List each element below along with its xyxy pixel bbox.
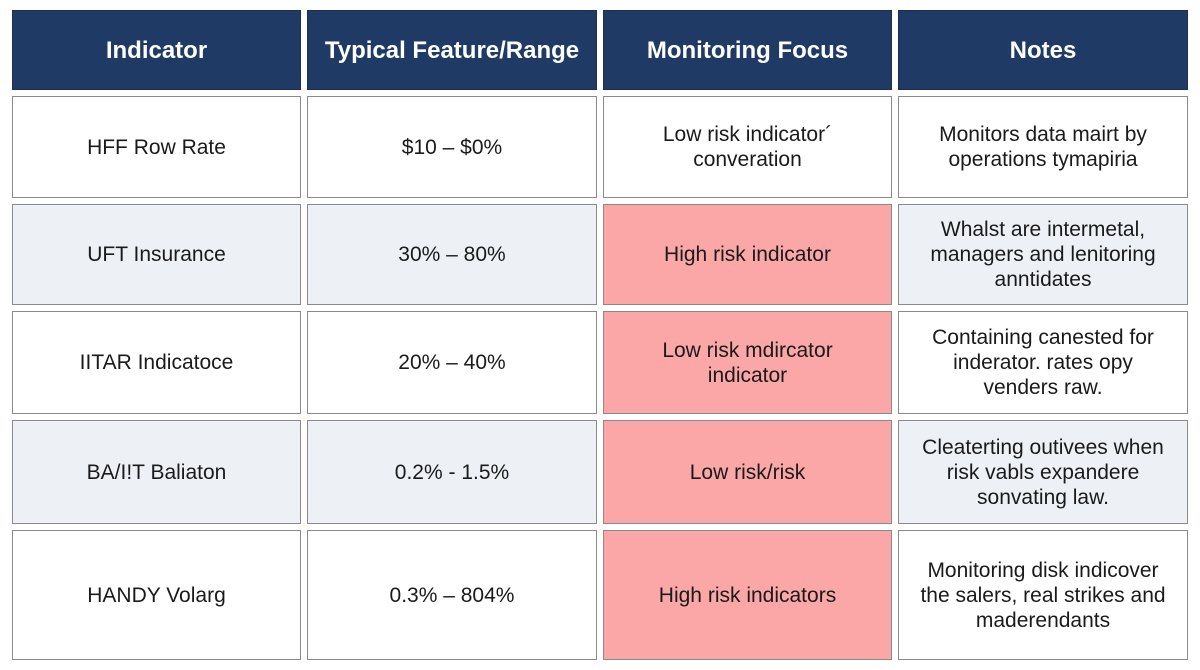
row-2-indicator: UFT Insurance — [12, 204, 301, 305]
row-1-focus: Low risk indicator´ converation — [603, 96, 892, 198]
row-5-notes: Monitoring disk indicover the salers, re… — [898, 530, 1188, 660]
header-typical-range: Typical Feature/Range — [307, 10, 597, 90]
row-5-indicator: HANDY Volarg — [12, 530, 301, 660]
row-2-focus: High risk indicator — [603, 204, 892, 305]
row-1-notes: Monitors data mairt by operations tymapi… — [898, 96, 1188, 198]
header-notes: Notes — [898, 10, 1188, 90]
header-indicator: Indicator — [12, 10, 301, 90]
row-2-range: 30% – 80% — [307, 204, 597, 305]
row-5-range: 0.3% – 804% — [307, 530, 597, 660]
row-3-focus: Low risk mdircator indicator — [603, 311, 892, 414]
row-1-indicator: HFF Row Rate — [12, 96, 301, 198]
row-4-indicator: BA/I!T Baliaton — [12, 420, 301, 524]
header-monitoring-focus: Monitoring Focus — [603, 10, 892, 90]
row-4-range: 0.2% - 1.5% — [307, 420, 597, 524]
row-3-range: 20% – 40% — [307, 311, 597, 414]
row-2-notes: Whalst are intermetal, managers and leni… — [898, 204, 1188, 305]
row-4-focus: Low risk/risk — [603, 420, 892, 524]
row-4-notes: Cleaterting outivees when risk vabls exp… — [898, 420, 1188, 524]
row-3-indicator: IITAR Indicatoce — [12, 311, 301, 414]
row-5-focus: High risk indicators — [603, 530, 892, 660]
row-3-notes: Containing canested for inderator. rates… — [898, 311, 1188, 414]
row-1-range: $10 – $0% — [307, 96, 597, 198]
